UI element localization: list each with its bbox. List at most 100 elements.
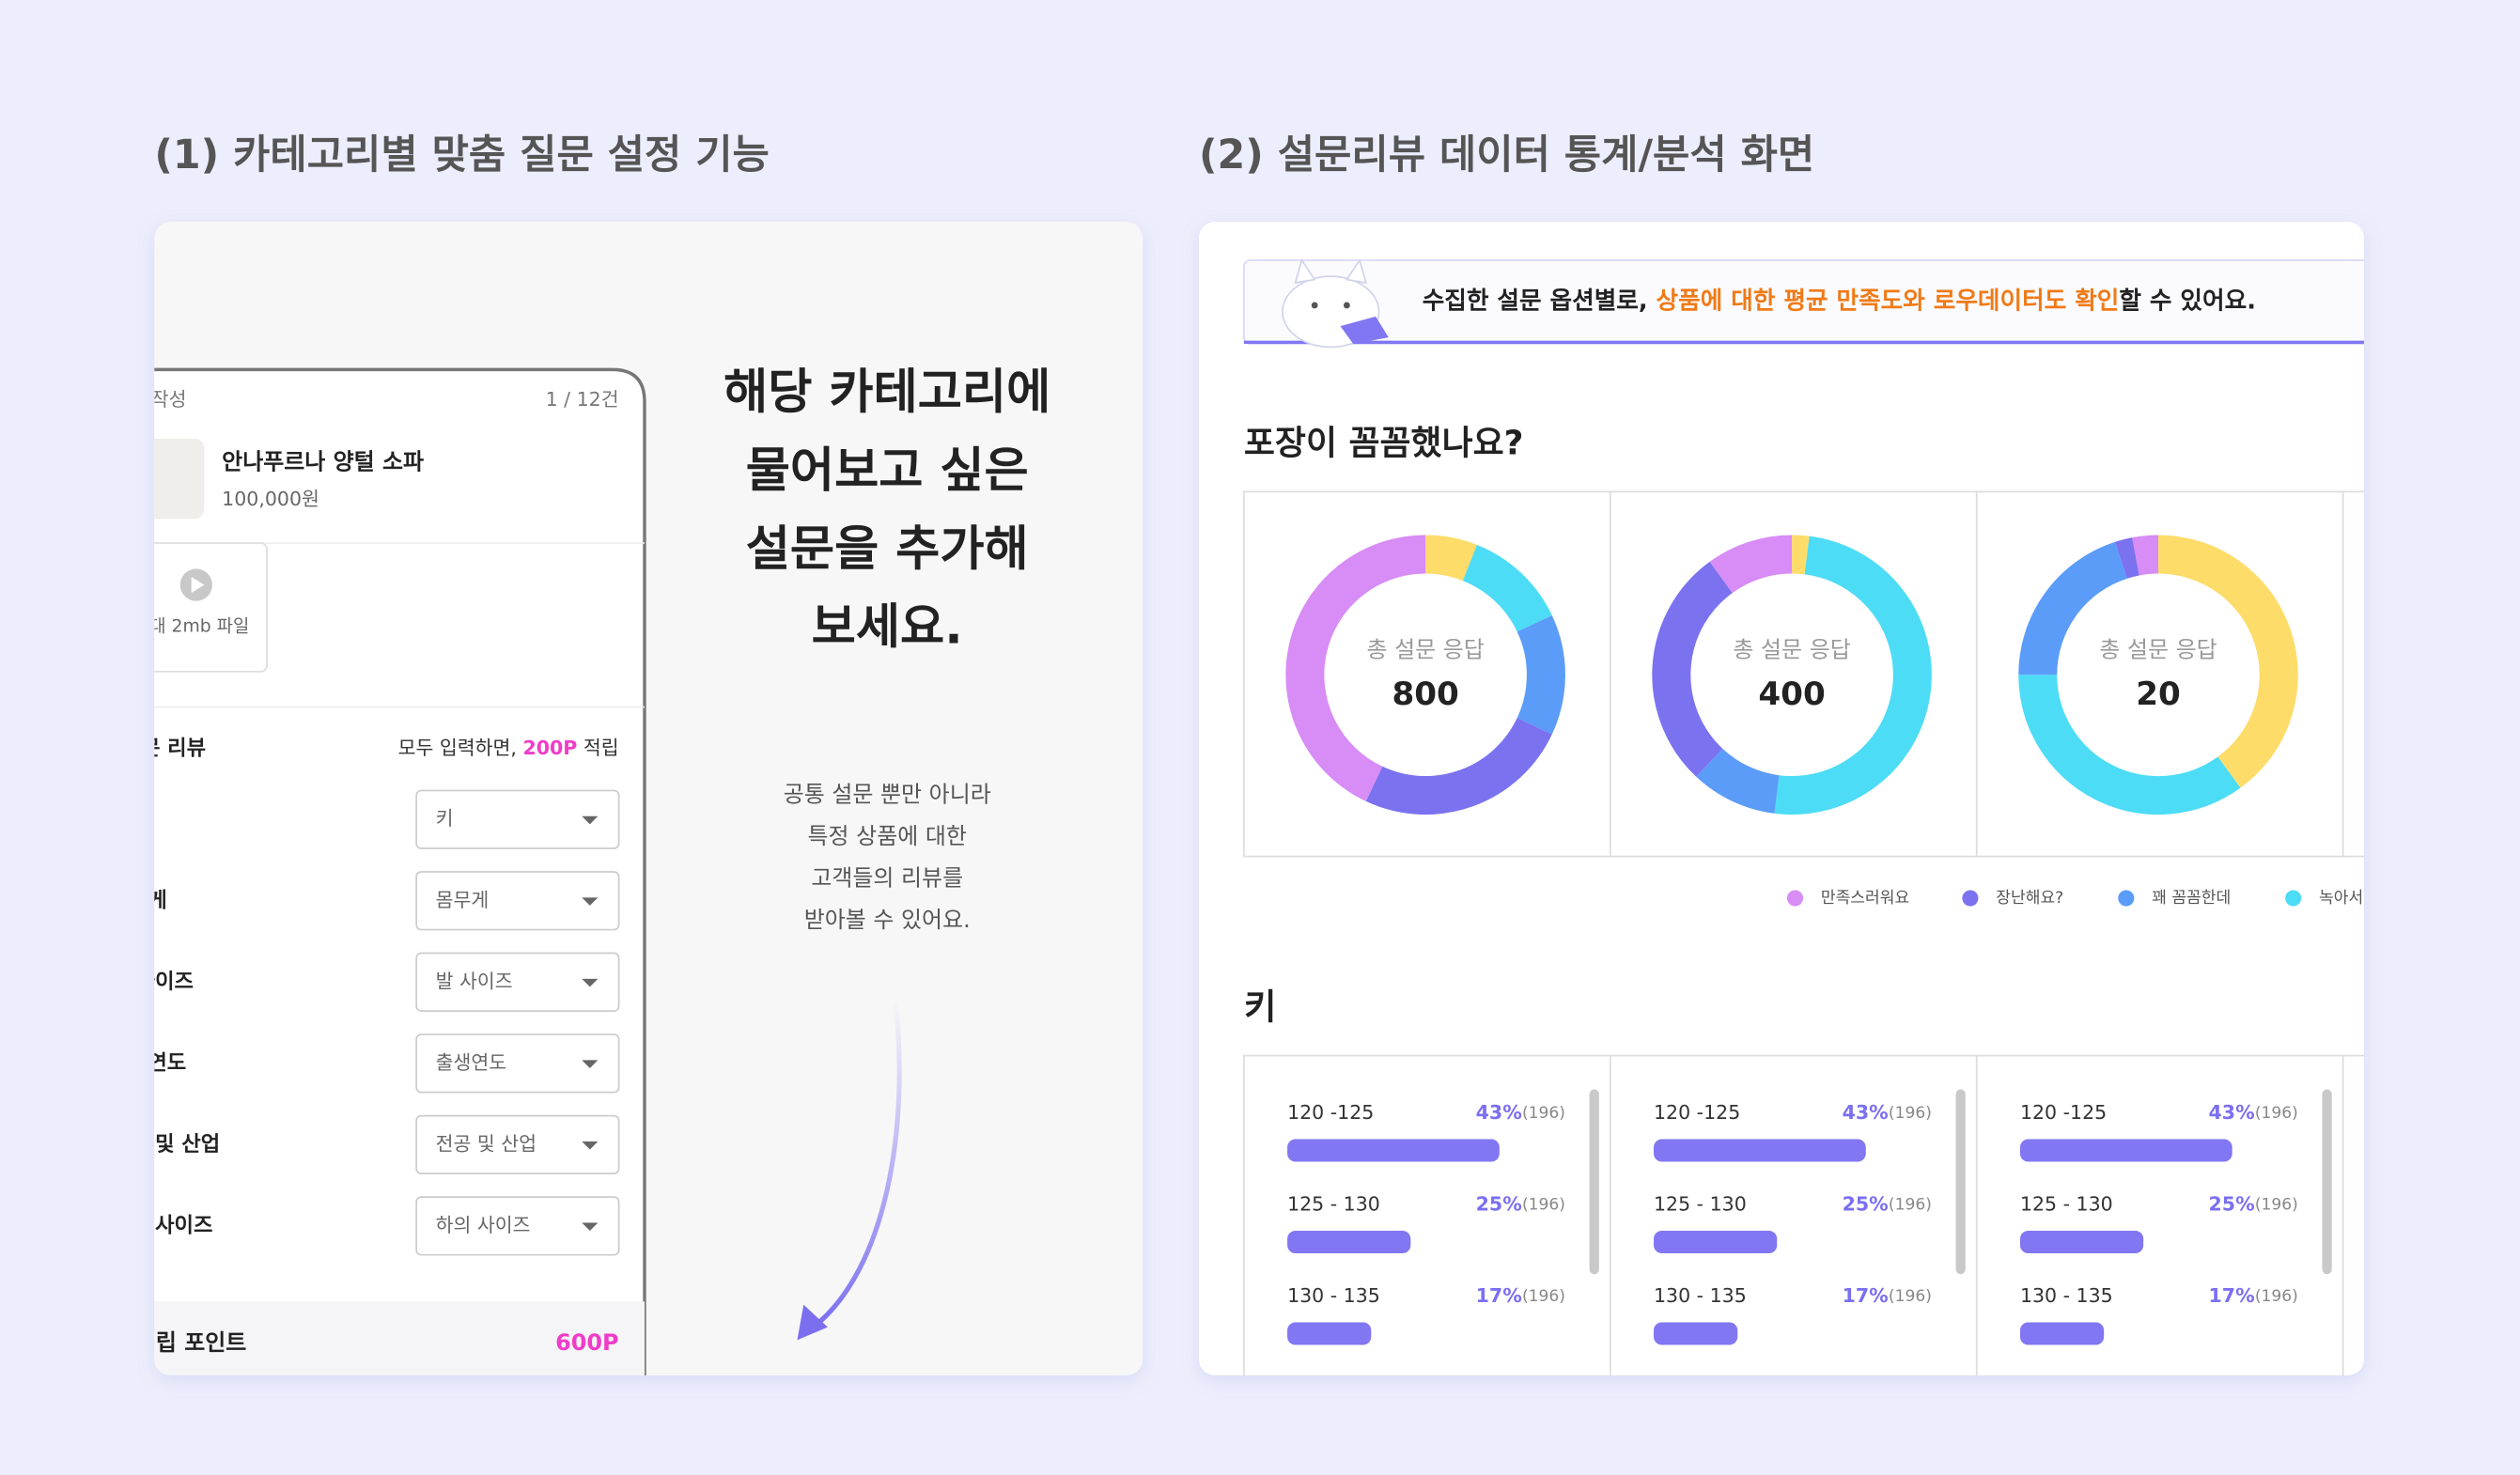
select-box (415, 1196, 620, 1256)
select-placeholder: 발 사이즈 (436, 970, 513, 992)
donut-segment (1462, 544, 1552, 632)
legend: 만족스러워요 장난해요? 꽤 꼼꼼한데 녹아서 (1786, 889, 2363, 908)
scrollbar (1589, 1089, 1599, 1275)
bar (1287, 1322, 1372, 1345)
chevron (582, 978, 599, 987)
product-image (154, 438, 205, 520)
donut-segment (2018, 541, 2128, 675)
bar-label: 130 - 135 (2020, 1284, 2113, 1307)
legend-label: 녹아서 (2319, 889, 2363, 908)
donut-segment (1424, 535, 1477, 582)
bar-count: (196) (1522, 1287, 1565, 1306)
headline-line: 설문을 추가해 (746, 520, 1029, 577)
stats: 수집한 설문 옵션별로, 상품에 대한 평균 만족도와 로우데이터도 확인할 수… (1243, 258, 2364, 1375)
bar-value-label: 43% (1843, 1101, 1889, 1124)
mascot-ears (1294, 258, 1368, 285)
select-box (415, 1114, 620, 1175)
field-label: 하의 사이즈 (109, 1213, 212, 1237)
banner-text: 수집한 설문 옵션별로, (1423, 287, 1657, 316)
bar (1654, 1322, 1738, 1345)
select-box (415, 871, 620, 931)
play-icon (191, 576, 205, 594)
select-placeholder: 키 (436, 807, 454, 830)
bar-value-label: 25% (1476, 1193, 1522, 1216)
product-name: 안나푸르나 양털 소파 (222, 449, 424, 475)
bar-value-label: 43% (1476, 1101, 1522, 1124)
donut-cards: 총 설문 응답 800 총 설문 응답 400 총 설문 응답 20 (1243, 490, 2364, 858)
donut-segment (1774, 536, 1932, 815)
legend-dot (2285, 890, 2302, 907)
donut-segment (1709, 535, 1793, 594)
card-cell (2341, 1054, 2364, 1375)
bar-count: (196) (1522, 1104, 1565, 1123)
description-line: 받아볼 수 있어요. (804, 907, 971, 933)
mascot (1282, 258, 1389, 349)
headline-line: 해당 카테고리에 (723, 365, 1050, 421)
section-label: 설문 리뷰 (122, 736, 207, 760)
banner-text: 할 수 있어요. (2119, 287, 2256, 316)
select-placeholder: 몸무게 (436, 889, 490, 911)
legend-label: 꽤 꼼꼼한데 (2152, 889, 2231, 908)
donut-segment (1517, 614, 1565, 735)
bar-count: (196) (2255, 1196, 2298, 1215)
bar-count: (196) (1522, 1196, 1565, 1215)
donut-segment (1652, 561, 1734, 777)
scrollbar (1955, 1089, 1966, 1275)
donut-segment (2018, 674, 2241, 815)
legend-dot (1962, 890, 1979, 907)
field-label: 출생연도 (109, 1050, 186, 1075)
field-label: 몸무게 (109, 888, 166, 912)
count: 1 / 12건 (546, 388, 619, 411)
select-box (415, 952, 620, 1012)
arrow-head (797, 1304, 828, 1341)
bar-cards: 120 -125 (196)43%125 - 130 (196)25%130 - 1… (1243, 1054, 2364, 1375)
select-placeholder: 출생연도 (436, 1051, 507, 1074)
donut-segment (1285, 535, 1426, 801)
card-cell (1975, 1054, 2344, 1375)
bar-count: (196) (1889, 1104, 1932, 1123)
mascot-eye (1343, 302, 1350, 309)
reward-text: 적립 (577, 737, 618, 759)
bar-count: (196) (1889, 1196, 1932, 1215)
bar-count: (196) (1889, 1287, 1932, 1306)
banner-highlight: 상품에 대한 평균 만족도와 로우데이터도 확인 (1657, 287, 2120, 316)
select-placeholder: 하의 사이즈 (436, 1214, 531, 1236)
field-label: 발 사이즈 (109, 970, 194, 994)
bar-value-label: 25% (1843, 1193, 1889, 1216)
bar-label: 120 -125 (1287, 1101, 1374, 1124)
bar-value-label: 17% (1843, 1284, 1889, 1307)
bar-label: 120 -125 (1654, 1101, 1740, 1124)
donut-segment (2132, 535, 2159, 576)
bar-label: 125 - 130 (1654, 1193, 1747, 1216)
donut-center-label: 총 설문 응답 (1366, 637, 1484, 663)
section-title: (2) 설문리뷰 데이터 통계/분석 화면 (1199, 132, 1814, 179)
chevron (582, 1141, 599, 1150)
bar-label: 120 -125 (2020, 1101, 2107, 1124)
chevron (582, 1222, 599, 1232)
field-label: 전공 및 산업 (109, 1132, 220, 1157)
donut-segment (1365, 717, 1552, 815)
bar-count: (196) (2255, 1104, 2298, 1123)
form-preview: 작성 1 / 12건 안나푸르나 양털 소파 100,000원 최대 2mb 파… (109, 365, 1050, 1375)
select-box (415, 1033, 620, 1094)
bar (1654, 1139, 1866, 1162)
description-line: 특정 상품에 대한 (808, 823, 967, 849)
legend-label: 장난해요? (1996, 889, 2063, 908)
legend-dot (1786, 890, 1804, 907)
total-bar (154, 1301, 645, 1375)
card-cell (1243, 1054, 1611, 1375)
total-label: 적립 포인트 (135, 1329, 246, 1356)
card-cell (2341, 490, 2364, 858)
question: 포장이 꼼꼼했나요? (1244, 425, 1524, 463)
select-placeholder: 전공 및 산업 (436, 1132, 537, 1155)
bar (1654, 1231, 1778, 1253)
reward-note: 모두 입력하면, 200P 적립 (398, 737, 619, 759)
mascot-eye (1311, 302, 1318, 309)
bar-label: 130 - 135 (1287, 1284, 1380, 1307)
donut-total: 800 (1392, 675, 1458, 713)
price: 100,000원 (222, 488, 319, 510)
legend-label: 만족스러워요 (1821, 889, 1909, 908)
question: 키 (1244, 986, 1277, 1028)
